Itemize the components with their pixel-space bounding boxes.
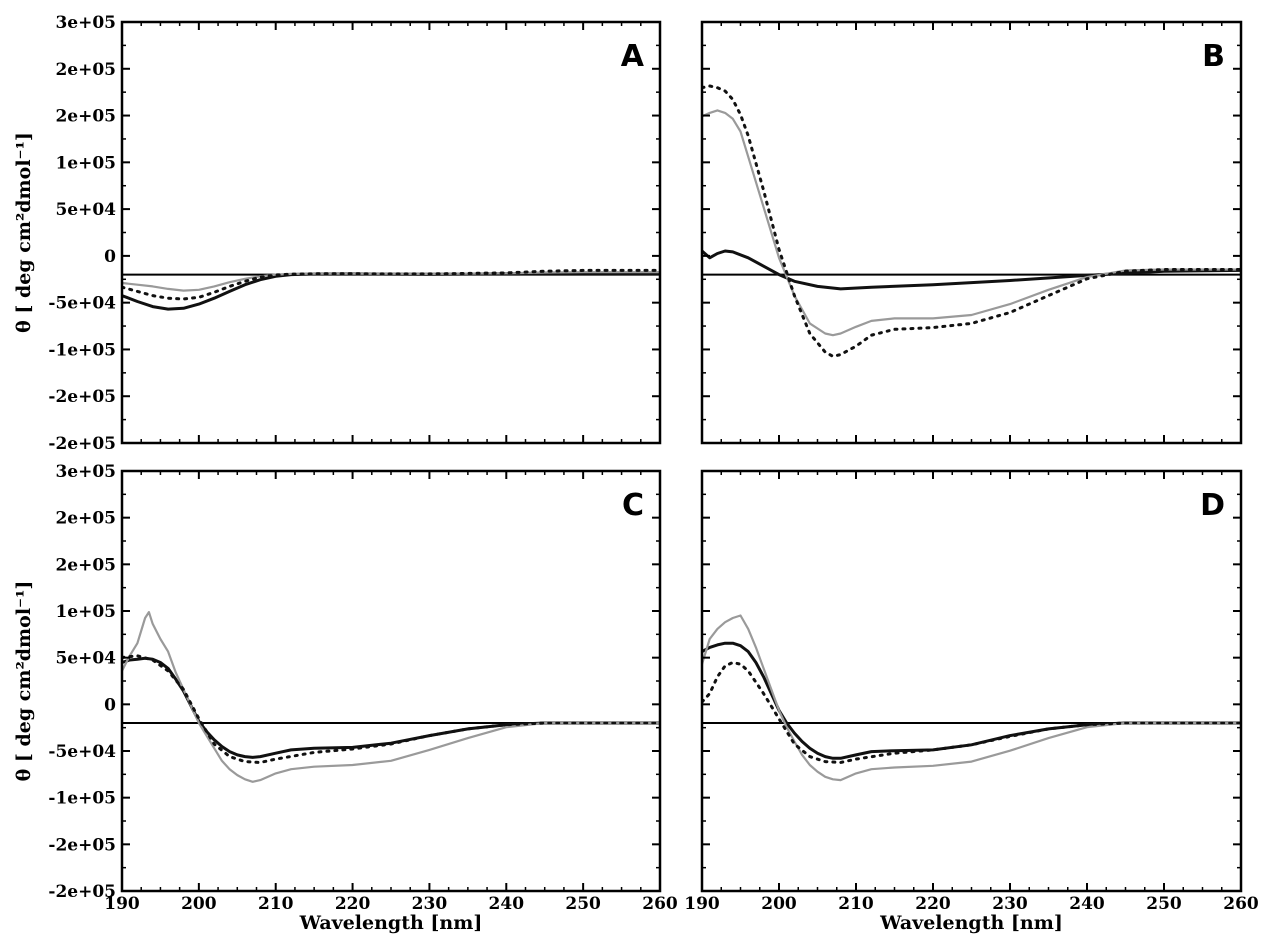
y-tick-label: 2e+05 (55, 107, 116, 127)
panel-label: D (1200, 488, 1225, 523)
y-axis-title: θ [ deg cm²dmol⁻¹] (13, 132, 35, 333)
y-tick-label: 2e+05 (55, 60, 116, 80)
series-line-solid-black (702, 249, 1241, 291)
series-line-dotted-black (122, 268, 660, 301)
y-tick-label: -2e+05 (48, 835, 116, 855)
series-line-solid-black (702, 641, 1241, 760)
panel-a: -2e+05 -2e+05 -1e+05 -5e+04 0 5e+04 1e+05 2e+05… (13, 13, 662, 454)
panel-label: B (1202, 39, 1225, 74)
plot-frame (120, 469, 662, 893)
x-tick-label: 200 (761, 894, 797, 914)
series-line-solid-gray (702, 109, 1241, 337)
x-tick-label: 250 (1146, 894, 1182, 914)
x-axis-title: Wavelength [nm] (299, 912, 483, 934)
x-tick-label: 220 (335, 894, 371, 914)
series-line-solid-gray (122, 610, 660, 783)
series-line-solid-black (122, 271, 660, 311)
x-tick-label: 210 (838, 894, 874, 914)
x-tick-label: 220 (915, 894, 951, 914)
y-tick-label: 2e+05 (55, 555, 116, 575)
panel-b: B (700, 20, 1243, 445)
y-axis-title: θ [ deg cm²dmol⁻¹] (13, 581, 35, 782)
series-line-solid-gray (702, 614, 1241, 782)
x-axis-title: Wavelength [nm] (879, 912, 1063, 934)
x-tick-label: 210 (258, 894, 294, 914)
y-tick-label: 5e+04 (55, 200, 116, 220)
y-tick-label: 3e+05 (55, 462, 116, 482)
y-tick-label: 5e+04 (55, 649, 116, 669)
y-tick-label: -1e+05 (48, 789, 116, 809)
y-tick-label: 1e+05 (55, 602, 116, 622)
y-tick-label: 3e+05 (55, 13, 116, 33)
series-line-dotted-black (122, 654, 660, 764)
panel-label: A (621, 39, 645, 74)
plot-frame (700, 20, 1243, 445)
x-tick-label: 260 (642, 894, 678, 914)
x-tick-label: 190 (684, 894, 720, 914)
x-tick-label: 240 (489, 894, 525, 914)
panel-label: C (622, 488, 644, 523)
y-tick-label: -2e+05 (48, 434, 116, 454)
x-tick-label: 200 (181, 894, 217, 914)
plot-frame (120, 20, 662, 445)
x-tick-label: 260 (1223, 894, 1259, 914)
y-tick-label: 0 (104, 695, 116, 715)
y-tick-label: -5e+04 (48, 294, 116, 314)
y-tick-label: 0 (104, 247, 116, 267)
y-tick-label: -5e+04 (48, 742, 116, 762)
x-tick-label: 250 (565, 894, 601, 914)
series-line-dotted-black (702, 84, 1241, 358)
panel-d: 190 200 210 220 230 240 250 260 D Wavelength [nm] (684, 469, 1259, 934)
x-tick-label: 230 (992, 894, 1028, 914)
x-tick-label: 240 (1069, 894, 1105, 914)
y-tick-label: -2e+05 (48, 387, 116, 407)
plot-frame (700, 469, 1243, 893)
y-tick-label: 2e+05 (55, 509, 116, 529)
y-tick-label: -1e+05 (48, 340, 116, 360)
panel-c: -2e+05 -2e+05 -1e+05 -5e+04 0 5e+04 1e+05 2e+05… (13, 462, 678, 934)
x-tick-label: 190 (104, 894, 140, 914)
x-tick-label: 230 (412, 894, 448, 914)
y-tick-label: 1e+05 (55, 153, 116, 173)
series-line-dotted-black (702, 661, 1241, 764)
series-line-solid-black (122, 656, 660, 759)
y-tick-label: -2e+05 (48, 882, 116, 902)
